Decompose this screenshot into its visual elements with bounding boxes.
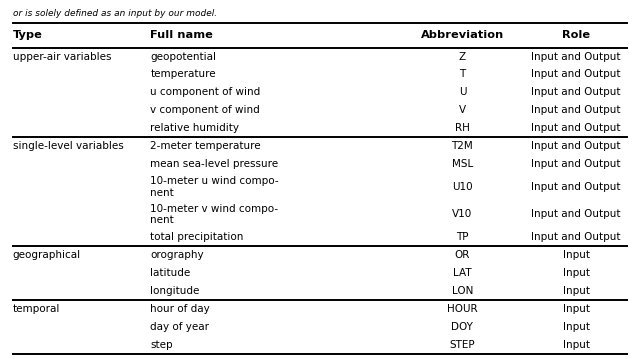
Text: geographical: geographical	[13, 250, 81, 260]
Text: single-level variables: single-level variables	[13, 141, 124, 151]
Text: mean sea-level pressure: mean sea-level pressure	[150, 159, 278, 169]
Text: v component of wind: v component of wind	[150, 105, 260, 115]
Text: Input and Output: Input and Output	[531, 182, 621, 192]
Text: Input: Input	[563, 250, 589, 260]
Text: DOY: DOY	[451, 322, 474, 332]
Text: Input and Output: Input and Output	[531, 123, 621, 133]
Text: Input: Input	[563, 340, 589, 350]
Text: Input and Output: Input and Output	[531, 210, 621, 219]
Text: hour of day: hour of day	[150, 304, 210, 314]
Text: relative humidity: relative humidity	[150, 123, 239, 133]
Text: Input and Output: Input and Output	[531, 141, 621, 151]
Text: Input: Input	[563, 286, 589, 296]
Text: U10: U10	[452, 182, 473, 192]
Text: Type: Type	[13, 31, 43, 41]
Text: orography: orography	[150, 250, 204, 260]
Text: Full name: Full name	[150, 31, 213, 41]
Text: latitude: latitude	[150, 268, 191, 278]
Text: LAT: LAT	[453, 268, 472, 278]
Text: Input and Output: Input and Output	[531, 159, 621, 169]
Text: Input and Output: Input and Output	[531, 87, 621, 97]
Text: 2-meter temperature: 2-meter temperature	[150, 141, 261, 151]
Text: OR: OR	[454, 250, 470, 260]
Text: RH: RH	[455, 123, 470, 133]
Text: LON: LON	[452, 286, 473, 296]
Text: V10: V10	[452, 210, 472, 219]
Text: Input: Input	[563, 322, 589, 332]
Text: U: U	[459, 87, 466, 97]
Text: Input: Input	[563, 268, 589, 278]
Text: TP: TP	[456, 232, 468, 242]
Text: V: V	[459, 105, 466, 115]
Text: Role: Role	[562, 31, 590, 41]
Text: total precipitation: total precipitation	[150, 232, 244, 242]
Text: HOUR: HOUR	[447, 304, 477, 314]
Text: T2M: T2M	[452, 141, 473, 151]
Text: u component of wind: u component of wind	[150, 87, 260, 97]
Text: Z: Z	[459, 52, 466, 62]
Text: MSL: MSL	[452, 159, 473, 169]
Text: upper-air variables: upper-air variables	[13, 52, 111, 62]
Text: 10-meter v wind compo-
nent: 10-meter v wind compo- nent	[150, 204, 278, 225]
Text: Input and Output: Input and Output	[531, 52, 621, 62]
Text: Input and Output: Input and Output	[531, 232, 621, 242]
Text: step: step	[150, 340, 173, 350]
Text: or is solely defined as an input by our model.: or is solely defined as an input by our …	[13, 9, 217, 18]
Text: Input and Output: Input and Output	[531, 105, 621, 115]
Text: STEP: STEP	[449, 340, 476, 350]
Text: T: T	[460, 70, 465, 79]
Text: geopotential: geopotential	[150, 52, 216, 62]
Text: day of year: day of year	[150, 322, 209, 332]
Text: Input: Input	[563, 304, 589, 314]
Text: longitude: longitude	[150, 286, 200, 296]
Text: Input and Output: Input and Output	[531, 70, 621, 79]
Text: temporal: temporal	[13, 304, 60, 314]
Text: temperature: temperature	[150, 70, 216, 79]
Text: Abbreviation: Abbreviation	[420, 31, 504, 41]
Text: 10-meter u wind compo-
nent: 10-meter u wind compo- nent	[150, 176, 279, 197]
